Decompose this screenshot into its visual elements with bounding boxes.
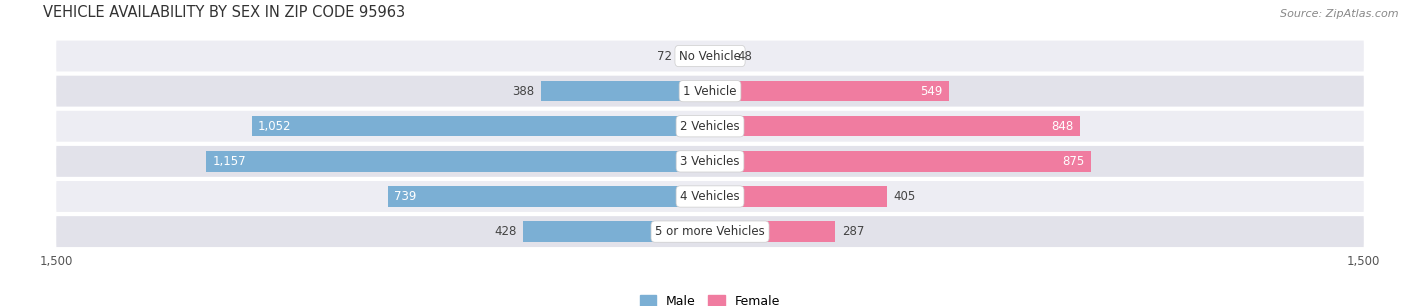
Bar <box>679 46 710 66</box>
Text: 2 Vehicles: 2 Vehicles <box>681 120 740 133</box>
Text: 3 Vehicles: 3 Vehicles <box>681 155 740 168</box>
Text: 1 Vehicle: 1 Vehicle <box>683 85 737 98</box>
Text: 4 Vehicles: 4 Vehicles <box>681 190 740 203</box>
Bar <box>541 81 710 101</box>
Text: No Vehicle: No Vehicle <box>679 50 741 62</box>
Text: 5 or more Vehicles: 5 or more Vehicles <box>655 225 765 238</box>
FancyBboxPatch shape <box>56 41 1364 72</box>
Bar <box>710 46 731 66</box>
Text: 48: 48 <box>738 50 752 62</box>
Bar <box>710 81 949 101</box>
Bar <box>710 151 1091 172</box>
Text: Source: ZipAtlas.com: Source: ZipAtlas.com <box>1281 9 1399 19</box>
Text: 875: 875 <box>1063 155 1085 168</box>
Text: 1,052: 1,052 <box>259 120 291 133</box>
FancyBboxPatch shape <box>56 76 1364 106</box>
Text: 1,157: 1,157 <box>212 155 246 168</box>
FancyBboxPatch shape <box>56 216 1364 247</box>
Text: 739: 739 <box>395 190 416 203</box>
Text: 428: 428 <box>495 225 517 238</box>
Bar <box>523 222 710 242</box>
FancyBboxPatch shape <box>56 181 1364 212</box>
Text: 388: 388 <box>512 85 534 98</box>
Text: 72: 72 <box>657 50 672 62</box>
Bar <box>205 151 710 172</box>
Text: 549: 549 <box>921 85 943 98</box>
Text: 287: 287 <box>842 225 865 238</box>
Text: VEHICLE AVAILABILITY BY SEX IN ZIP CODE 95963: VEHICLE AVAILABILITY BY SEX IN ZIP CODE … <box>44 5 405 20</box>
Legend: Male, Female: Male, Female <box>636 290 785 306</box>
Text: 405: 405 <box>893 190 915 203</box>
Bar <box>710 116 1080 136</box>
FancyBboxPatch shape <box>56 111 1364 142</box>
Bar <box>252 116 710 136</box>
Bar <box>710 186 887 207</box>
Bar <box>388 186 710 207</box>
Bar <box>710 222 835 242</box>
FancyBboxPatch shape <box>56 146 1364 177</box>
Text: 848: 848 <box>1050 120 1073 133</box>
